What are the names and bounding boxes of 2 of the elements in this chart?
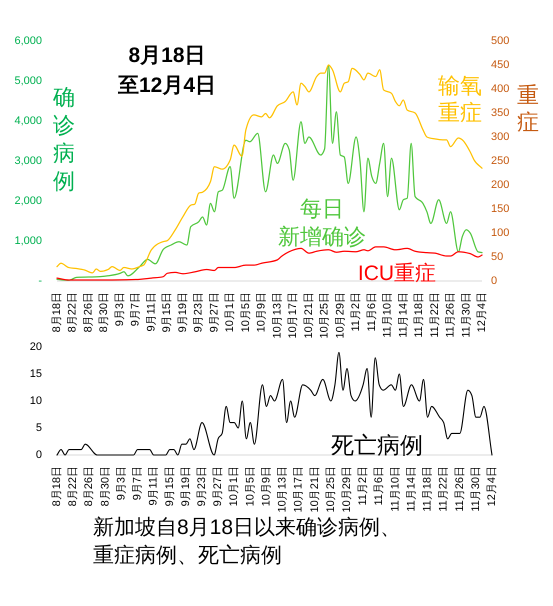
annotation: 新加坡自8月18日以来确诊病例、重症病例、死亡病例 — [93, 515, 402, 569]
title: 8月18日至12月4日 — [118, 44, 216, 97]
